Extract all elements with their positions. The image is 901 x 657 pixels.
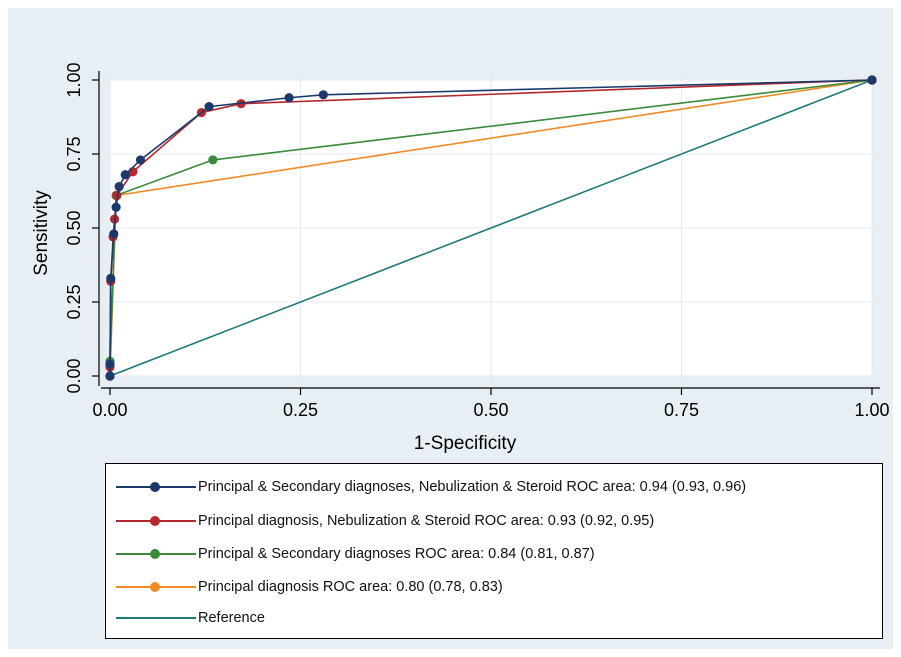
- series-2-point: [112, 190, 122, 201]
- legend-swatch: [116, 576, 196, 598]
- marker-dot-icon: [150, 482, 160, 492]
- legend-item-reference: Reference: [116, 607, 265, 629]
- legend-label: Principal diagnosis, Nebulization & Ster…: [198, 513, 655, 529]
- series-1-point: [204, 102, 214, 112]
- reference-layer: [109, 79, 873, 377]
- series-1-point: [114, 181, 124, 192]
- legend-label: Principal & Secondary diagnoses, Nebuliz…: [198, 479, 747, 495]
- figure-background: 0.00 0.25 0.50 0.75 1.00 0.00 0.25 0.50 0.75 1.0…: [8, 8, 893, 649]
- x-axis-label: 1-Specificity: [414, 433, 517, 454]
- y-tick-label: 0.25: [64, 284, 84, 319]
- legend-swatch: [116, 476, 196, 498]
- series-1-point: [105, 359, 115, 369]
- series-1-point: [105, 371, 115, 381]
- x-tick-label: 0.50: [473, 400, 508, 420]
- series-1-point: [109, 229, 119, 239]
- legend-item-series-2: Principal diagnosis, Nebulization & Ster…: [116, 510, 654, 532]
- series-1-point: [867, 75, 877, 85]
- legend-swatch: [116, 543, 196, 565]
- x-ticks: 0.00 0.25 0.50 0.75 1.00: [92, 388, 890, 420]
- legend-label: Principal diagnosis ROC area: 0.80 (0.78…: [198, 579, 503, 595]
- y-tick-label: 0.75: [64, 136, 84, 171]
- series-1-point: [284, 93, 294, 103]
- y-ticks: 0.00 0.25 0.50 0.75 1.00: [64, 62, 99, 394]
- series-5-line: [109, 79, 873, 377]
- series-5-group: [109, 79, 873, 377]
- legend: Principal & Secondary diagnoses, Nebuliz…: [105, 463, 883, 639]
- series-layer: [105, 75, 877, 381]
- series-3-point: [208, 155, 218, 165]
- series-1-point: [120, 170, 130, 180]
- legend-swatch: [116, 510, 196, 532]
- legend-swatch: [116, 607, 196, 629]
- series-1-line: [109, 79, 873, 376]
- series-1-point: [111, 202, 121, 212]
- x-tick-label: 0.75: [664, 400, 699, 420]
- series-1-point: [318, 90, 328, 100]
- legend-item-series-4: Principal diagnosis ROC area: 0.80 (0.78…: [116, 576, 503, 598]
- legend-label: Reference: [198, 610, 265, 626]
- x-tick-label: 0.00: [92, 400, 127, 420]
- y-tick-label: 0.00: [64, 358, 84, 393]
- series-1-group: [105, 75, 877, 381]
- roc-chart: 0.00 0.25 0.50 0.75 1.00 0.00 0.25 0.50 0.75 1.0…: [31, 62, 890, 454]
- y-axis-label: Sensitivity: [31, 190, 52, 276]
- y-tick-label: 0.50: [64, 210, 84, 245]
- marker-dot-icon: [150, 582, 160, 592]
- gridlines: [102, 72, 880, 386]
- y-tick-label: 1.00: [64, 62, 84, 97]
- legend-item-series-1: Principal & Secondary diagnoses, Nebuliz…: [116, 476, 746, 498]
- marker-dot-icon: [150, 549, 160, 559]
- x-tick-label: 1.00: [854, 400, 889, 420]
- x-tick-label: 0.25: [283, 400, 318, 420]
- legend-item-series-3: Principal & Secondary diagnoses ROC area…: [116, 543, 595, 565]
- marker-dot-icon: [150, 516, 160, 526]
- series-1-point: [135, 155, 146, 165]
- series-1-point: [106, 273, 116, 283]
- legend-label: Principal & Secondary diagnoses ROC area…: [198, 546, 595, 562]
